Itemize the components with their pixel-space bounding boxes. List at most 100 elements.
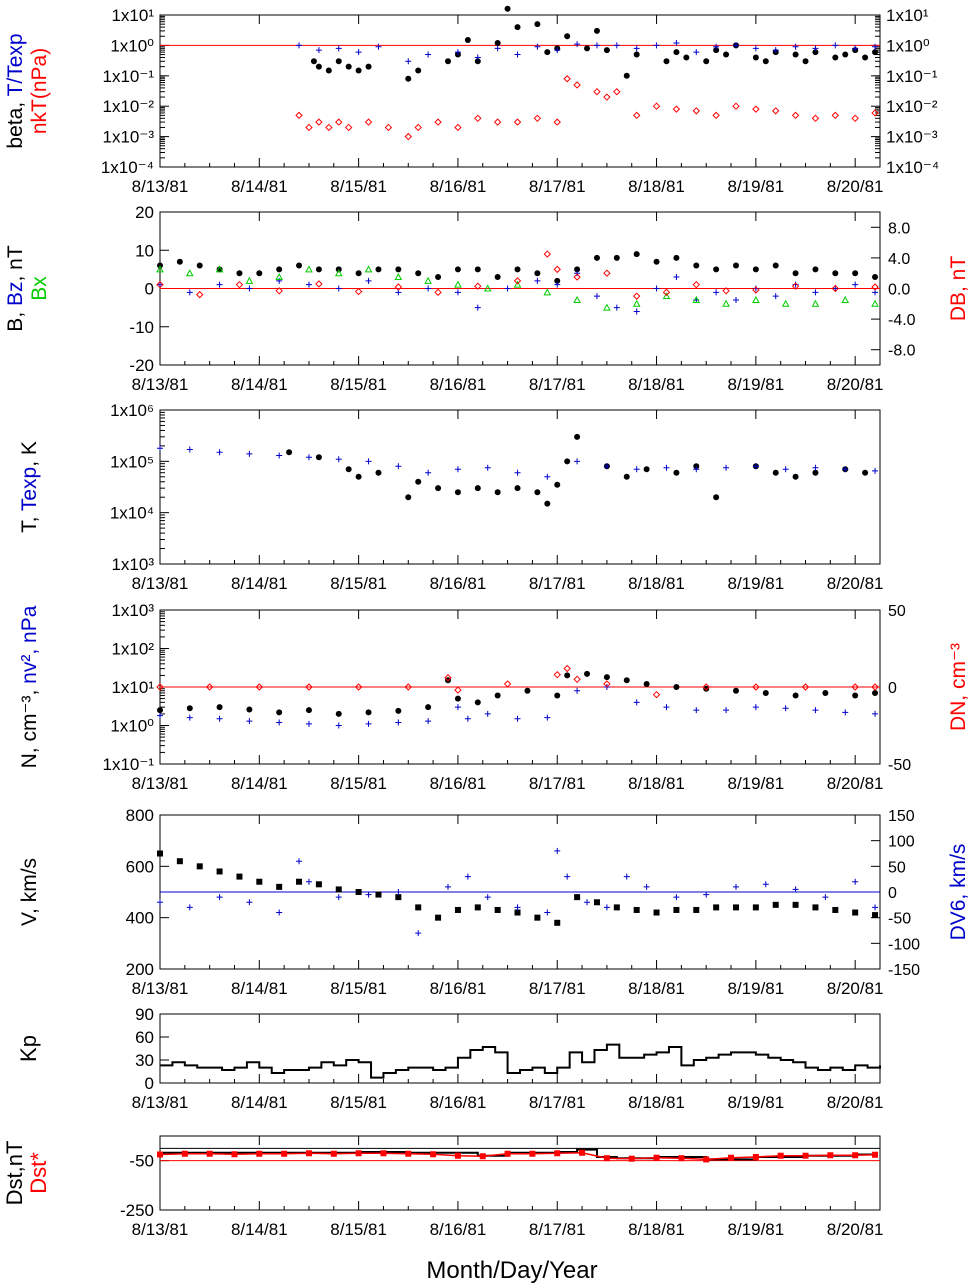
series-t-texp-point	[872, 43, 879, 50]
series-dst--point	[554, 1150, 561, 1157]
series-dst-line	[160, 1148, 877, 1161]
series-nv2-point	[693, 707, 700, 714]
series-bz-point	[772, 293, 779, 300]
x-tick-label: 8/16/81	[430, 375, 487, 394]
series-v-point	[454, 906, 461, 913]
series-nkt-point	[384, 123, 393, 132]
y-tick-label: 1x10⁻²	[103, 97, 155, 116]
series-b-point	[534, 270, 541, 277]
series-bz-point	[812, 289, 819, 296]
y-tick-label: 1x10¹	[111, 678, 154, 697]
series-b-point	[236, 270, 243, 277]
series-n-point	[603, 674, 610, 681]
y-right-tick-label: 1x10⁻²	[886, 97, 938, 116]
series-t-texp-point	[693, 49, 700, 56]
series-bx-point	[483, 284, 492, 292]
y-axis-title-secondary: nkT(nPa)	[28, 48, 51, 134]
series-beta-point	[345, 63, 352, 70]
x-tick-label: 8/14/81	[231, 375, 288, 394]
plot-frame	[159, 1013, 881, 1084]
series-b-point	[673, 254, 680, 261]
series-v-point	[872, 912, 879, 919]
series-b-point	[832, 270, 839, 277]
series-bx-point	[334, 269, 343, 277]
series-nkt-point	[325, 123, 333, 132]
y-tick-label: 1x10²	[111, 640, 154, 659]
series-db-point	[275, 287, 283, 295]
y-axis-title-part-1: nv², nPa	[18, 605, 41, 684]
y-right-tick-label: 100	[888, 834, 915, 851]
series-bz-point	[454, 289, 461, 296]
x-tick-label: 8/19/81	[727, 574, 784, 593]
series-t-point	[812, 469, 819, 476]
series-v-point	[593, 899, 600, 906]
series-bz-point	[832, 285, 839, 292]
y-axis-title: T, Texp, K	[18, 441, 41, 533]
series-dst--point	[827, 1152, 834, 1159]
series-t-texp-point	[315, 47, 322, 54]
x-tick-label: 8/13/81	[132, 979, 189, 998]
series-bz-point	[713, 289, 720, 296]
series-nv2-point	[544, 714, 551, 721]
y-tick-label: -10	[129, 318, 154, 337]
x-tick-label: 8/19/81	[727, 177, 784, 196]
series-b-point	[395, 266, 402, 273]
series-beta-point	[603, 47, 610, 54]
series-dn-point	[404, 683, 412, 691]
y-right-tick-label: 50	[888, 859, 906, 876]
series-beta-point	[534, 21, 541, 28]
series-nkt-point	[493, 118, 502, 126]
series-v-point	[236, 873, 243, 880]
series-t-texp-point	[713, 43, 720, 50]
series-beta-point	[663, 58, 670, 65]
series-nv2-point	[395, 719, 402, 726]
series-dst--point	[305, 1150, 312, 1157]
series-nkt-point	[603, 93, 611, 101]
y-right-tick-label: 1x10⁻³	[886, 128, 938, 147]
panel-kp: 90 60 30 08/13/81 8/14/81 8/15/81 8/16/81 8/17/…	[16, 1005, 884, 1112]
series-db-point	[553, 265, 561, 274]
panel-v: 800 600 400 200 150 100 50 0 -50 -100 -150 8/13/81 8…	[18, 806, 970, 998]
series-nkt-point	[593, 87, 601, 96]
series-n-point	[365, 709, 372, 716]
series-bx-point	[841, 295, 850, 303]
series-texp-point	[186, 446, 193, 453]
series-beta-point	[474, 58, 481, 65]
y-axis-title: N, cm⁻³, nv², nPa	[18, 605, 41, 768]
y-tick-label: 1x10⁰	[110, 36, 154, 55]
y-right-tick-label: -8.0	[888, 343, 916, 360]
series-b-point	[296, 262, 303, 269]
series-t-point	[554, 481, 561, 488]
y-right-tick-label: -100	[888, 936, 920, 953]
y-tick-label: 1x10⁻³	[103, 128, 155, 147]
series-dst--point	[405, 1150, 412, 1157]
y-right-tick-label: 1x10⁰	[886, 36, 930, 55]
series-beta-point	[405, 75, 412, 82]
series-beta-point	[335, 58, 342, 65]
series-beta-point	[673, 49, 680, 56]
series-nkt-point	[851, 114, 859, 123]
x-tick-label: 8/16/81	[430, 1093, 487, 1112]
series-n-point	[733, 687, 739, 694]
y-tick-label: 1x10⁵	[110, 452, 154, 471]
series-nkt-point	[305, 123, 313, 132]
series-nkt-point	[573, 81, 581, 89]
series-nkt-point	[672, 105, 681, 113]
series-dst--point	[430, 1151, 437, 1158]
series-beta-point	[310, 58, 317, 65]
y-right-tick-label: 0	[888, 680, 897, 697]
series-n-point	[276, 709, 283, 716]
series-n-point	[872, 689, 879, 696]
series-db-point	[573, 273, 581, 281]
series-beta-point	[703, 58, 710, 65]
series-t-texp-point	[792, 43, 799, 50]
series-n-point	[852, 692, 859, 699]
series-t-point	[673, 469, 680, 476]
series-nkt-point	[732, 102, 740, 110]
series-dv6-point	[216, 894, 223, 901]
y-right-tick-label: 4.0	[888, 251, 910, 268]
series-t-texp-point	[772, 47, 779, 54]
x-tick-label: 8/17/81	[529, 1093, 586, 1112]
y-right-tick-label: 150	[888, 808, 915, 825]
